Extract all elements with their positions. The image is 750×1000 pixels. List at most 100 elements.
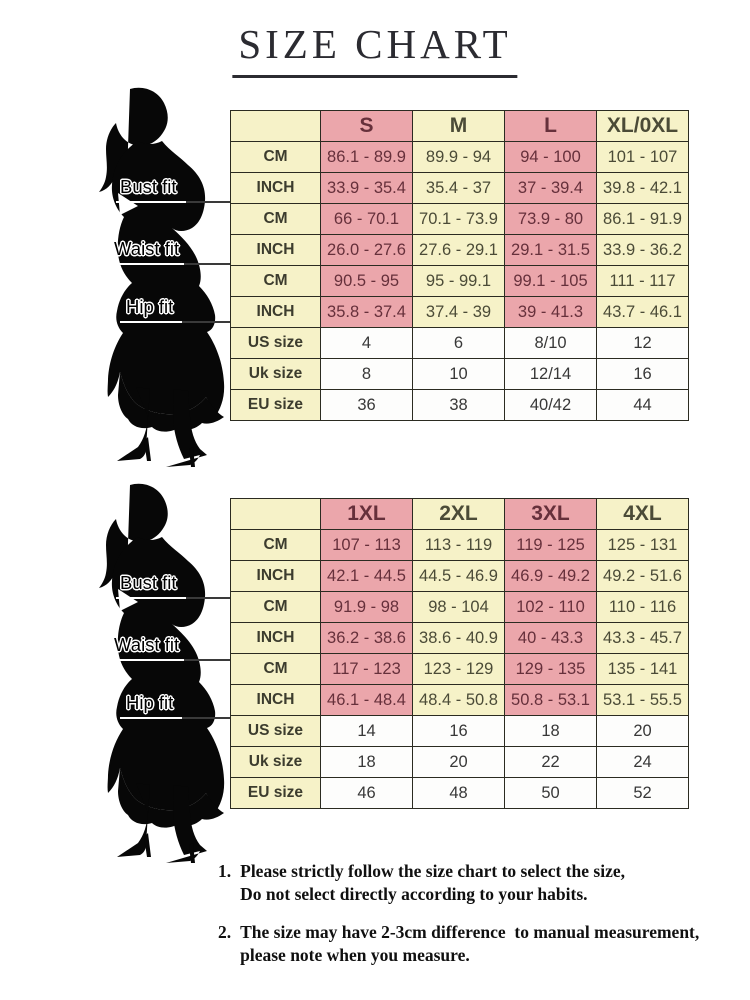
value-cell: 43.3 - 45.7 (596, 622, 689, 654)
hip-underline (120, 321, 182, 323)
waist-underline (111, 659, 184, 661)
table-row: US size 14 16 18 20 (230, 715, 689, 747)
corner-cell (230, 110, 321, 142)
value-cell: 107 - 113 (320, 529, 413, 561)
size-table-plus: 1XL 2XL 3XL 4XL CM 107 - 113 113 - 119 119 - 12… (230, 498, 689, 809)
bust-connector-line (186, 597, 235, 599)
silhouette-left-heel (144, 833, 151, 857)
value-cell: 16 (412, 715, 505, 747)
value-cell: 38.6 - 40.9 (412, 622, 505, 654)
row-label-cell: INCH (230, 622, 321, 654)
value-cell: 20 (412, 746, 505, 778)
table-row: INCH 46.1 - 48.4 48.4 - 50.8 50.8 - 53.1 53.… (230, 684, 689, 716)
row-label-cell: INCH (230, 296, 321, 328)
silhouette-arm-gap (118, 589, 138, 611)
value-cell: 35.8 - 37.4 (320, 296, 413, 328)
table-row: CM 91.9 - 98 98 - 104 102 - 110 110 - 116 (230, 591, 689, 623)
value-cell: 70.1 - 73.9 (412, 203, 505, 235)
value-cell: 44 (596, 389, 689, 421)
size-table-regular: S M L XL/0XL CM 86.1 - 89.9 89.9 - 94 94 - 100 1… (230, 110, 689, 421)
note-number: 1. (218, 861, 232, 881)
value-cell: 50.8 - 53.1 (504, 684, 597, 716)
note-line: The size may have 2-3cm difference to ma… (240, 922, 700, 943)
value-cell: 98 - 104 (412, 591, 505, 623)
bust-underline (116, 201, 186, 203)
silhouette-hem (118, 768, 224, 828)
note-line: please note when you measure. (240, 945, 470, 966)
silhouette-left-leg (117, 387, 150, 461)
hip-connector-line (182, 321, 235, 323)
value-cell: 123 - 129 (412, 653, 505, 685)
value-cell: 46.1 - 48.4 (320, 684, 413, 716)
value-cell: 125 - 131 (596, 529, 689, 561)
value-cell: 6 (412, 327, 505, 359)
value-cell: 89.9 - 94 (412, 141, 505, 173)
value-cell: 53.1 - 55.5 (596, 684, 689, 716)
value-cell: 86.1 - 89.9 (320, 141, 413, 173)
silhouette-body (107, 537, 225, 814)
silhouette-right-heel (189, 843, 195, 863)
value-cell: 8 (320, 358, 413, 390)
value-cell: 95 - 99.1 (412, 265, 505, 297)
size-header-cell: S (320, 110, 413, 142)
value-cell: 24 (596, 746, 689, 778)
value-cell: 40/42 (504, 389, 597, 421)
table-row: INCH 42.1 - 44.5 44.5 - 46.9 46.9 - 49.2 49.… (230, 560, 689, 592)
waist-underline (111, 263, 184, 265)
value-cell: 18 (320, 746, 413, 778)
table-row: INCH 35.8 - 37.4 37.4 - 39 39 - 41.3 43.7 - … (230, 296, 689, 328)
value-cell: 135 - 141 (596, 653, 689, 685)
bust-fit-callout: Bust fit (74, 572, 235, 600)
value-cell: 46 (320, 777, 413, 809)
hip-fit-callout: Hip fit (74, 692, 235, 720)
value-cell: 48 (412, 777, 505, 809)
value-cell: 110 - 116 (596, 591, 689, 623)
size-header-cell: 3XL (504, 498, 597, 530)
waist-fit-label: Waist fit (114, 634, 180, 655)
value-cell: 4 (320, 327, 413, 359)
page-title: SIZE CHART (232, 20, 518, 78)
value-cell: 39 - 41.3 (504, 296, 597, 328)
waist-connector-line (184, 659, 235, 661)
waist-fit-callout: Waist fit (74, 238, 235, 266)
table-row: INCH 33.9 - 35.4 35.4 - 37 37 - 39.4 39.8 - … (230, 172, 689, 204)
bust-underline (116, 597, 186, 599)
value-cell: 49.2 - 51.6 (596, 560, 689, 592)
silhouette-right-leg (166, 785, 207, 863)
silhouette-left-leg (117, 783, 150, 857)
table-row: EU size 46 48 50 52 (230, 777, 689, 809)
corner-cell (230, 498, 321, 530)
note-number: 2. (218, 922, 232, 943)
value-cell: 73.9 - 80 (504, 203, 597, 235)
silhouette-hem (118, 372, 224, 432)
value-cell: 117 - 123 (320, 653, 413, 685)
value-cell: 113 - 119 (412, 529, 505, 561)
row-label-cell: Uk size (230, 746, 321, 778)
note-item-2: 2. The size may have 2-3cm difference to… (218, 921, 742, 967)
value-cell: 46.9 - 49.2 (504, 560, 597, 592)
model-figure-2: Bust fit Waist fit Hip fit (74, 483, 235, 875)
value-cell: 101 - 107 (596, 141, 689, 173)
value-cell: 119 - 125 (504, 529, 597, 561)
waist-fit-label: Waist fit (114, 238, 180, 259)
value-cell: 129 - 135 (504, 653, 597, 685)
row-label-cell: CM (230, 141, 321, 173)
value-cell: 29.1 - 31.5 (504, 234, 597, 266)
row-label-cell: INCH (230, 684, 321, 716)
table-row: CM 90.5 - 95 95 - 99.1 99.1 - 105 111 - 117 (230, 265, 689, 297)
row-label-cell: CM (230, 529, 321, 561)
value-cell: 8/10 (504, 327, 597, 359)
woman-silhouette-icon (99, 483, 225, 863)
row-label-cell: INCH (230, 560, 321, 592)
waist-connector-line (184, 263, 235, 265)
row-label-cell: CM (230, 591, 321, 623)
value-cell: 111 - 117 (596, 265, 689, 297)
value-cell: 99.1 - 105 (504, 265, 597, 297)
value-cell: 86.1 - 91.9 (596, 203, 689, 235)
value-cell: 33.9 - 36.2 (596, 234, 689, 266)
size-header-cell: M (412, 110, 505, 142)
row-label-cell: CM (230, 265, 321, 297)
waist-fit-callout: Waist fit (74, 634, 235, 662)
note-text: The size may have 2-3cm difference to ma… (240, 921, 699, 967)
